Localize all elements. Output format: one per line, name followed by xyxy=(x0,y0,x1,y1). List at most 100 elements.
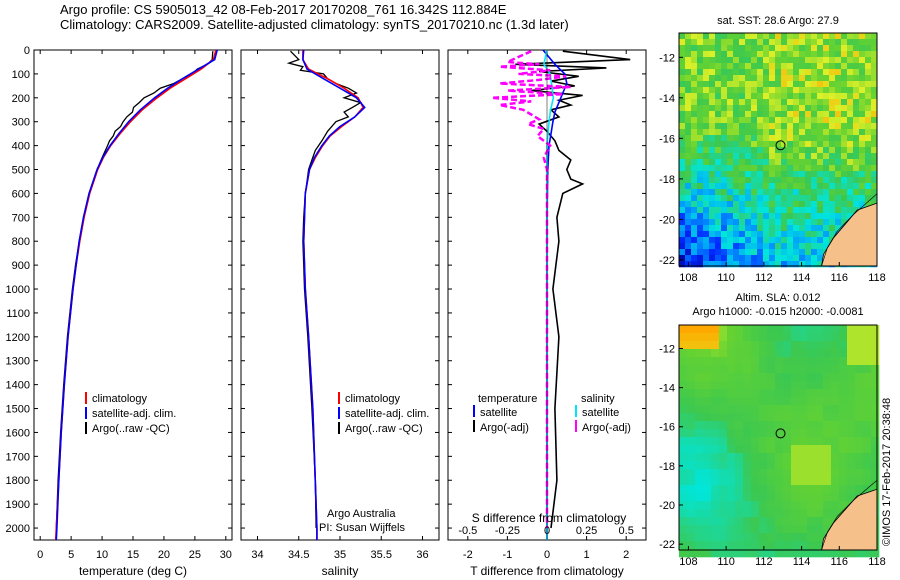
sla-cell xyxy=(695,541,704,550)
sst-cell xyxy=(709,57,716,64)
sst-cell xyxy=(733,201,740,208)
profile-location-marker xyxy=(775,428,786,439)
sst-cell xyxy=(793,261,800,268)
sst-cell xyxy=(679,129,686,136)
sla-cell xyxy=(719,365,728,374)
sst-cell xyxy=(793,225,800,232)
sst-cell xyxy=(715,231,722,238)
sst-cell xyxy=(871,117,878,124)
sst-cell xyxy=(853,33,860,40)
sst-cell xyxy=(859,159,866,166)
sla-cell xyxy=(791,325,800,334)
sla-cell xyxy=(823,445,832,454)
sst-cell xyxy=(745,171,752,178)
sla-cell xyxy=(791,405,800,414)
sst-cell xyxy=(691,129,698,136)
sst-cell xyxy=(721,51,728,58)
sst-cell xyxy=(679,99,686,106)
sla-cell xyxy=(759,413,768,422)
sst-cell xyxy=(721,75,728,82)
sla-cell xyxy=(703,525,712,534)
sla-cell xyxy=(743,501,752,510)
sst-cell xyxy=(733,249,740,256)
sst-cell xyxy=(715,177,722,184)
sla-cell xyxy=(711,341,720,350)
sst-cell xyxy=(859,93,866,100)
lat-tick-label: -16 xyxy=(659,422,675,434)
sst-cell xyxy=(763,261,770,268)
sst-cell xyxy=(871,63,878,70)
sst-cell xyxy=(703,63,710,70)
sst-cell xyxy=(847,123,854,130)
sst-cell xyxy=(715,237,722,244)
sst-cell xyxy=(757,189,764,196)
sst-cell xyxy=(763,69,770,76)
temp-frame xyxy=(33,49,233,541)
sst-cell xyxy=(739,105,746,112)
sst-cell xyxy=(829,189,836,196)
sst-cell xyxy=(871,129,878,136)
sst-cell xyxy=(745,243,752,250)
sla-cell xyxy=(863,365,872,374)
sla-cell xyxy=(695,549,704,558)
sst-cell xyxy=(733,207,740,214)
sst-cell xyxy=(847,141,854,148)
sst-cell xyxy=(691,39,698,46)
sst-cell xyxy=(685,123,692,130)
sst-cell xyxy=(859,117,866,124)
sst-cell xyxy=(763,117,770,124)
sst-cell xyxy=(715,111,722,118)
sst-cell xyxy=(757,33,764,40)
sst-cell xyxy=(775,141,782,148)
sst-cell xyxy=(817,141,824,148)
sst-cell xyxy=(697,69,704,76)
sla-cell xyxy=(727,389,736,398)
sst-cell xyxy=(769,147,776,154)
sst-cell xyxy=(781,87,788,94)
sla-cell xyxy=(871,461,880,470)
legend-salinity-title: salinity xyxy=(581,393,615,405)
sst-cell xyxy=(715,171,722,178)
sla-cell xyxy=(855,477,864,486)
sla-cell xyxy=(855,413,864,422)
sst-cell xyxy=(679,39,686,46)
sla-cell xyxy=(791,445,800,454)
sla-cell xyxy=(815,429,824,438)
sla-cell xyxy=(863,341,872,350)
sst-cell xyxy=(739,189,746,196)
sst-cell xyxy=(811,93,818,100)
sst-cell xyxy=(817,255,824,262)
sst-cell xyxy=(751,153,758,160)
sla-cell xyxy=(791,373,800,382)
sst-cell xyxy=(841,141,848,148)
sst-cell xyxy=(697,87,704,94)
sst-cell xyxy=(805,207,812,214)
sla-cell xyxy=(823,389,832,398)
sla-cell xyxy=(767,341,776,350)
sst-cell xyxy=(829,183,836,190)
sst-cell xyxy=(805,261,812,268)
sst-cell xyxy=(739,87,746,94)
sla-cell xyxy=(687,429,696,438)
sst-cell xyxy=(679,33,686,40)
sst-cell xyxy=(727,105,734,112)
sst-cell xyxy=(793,39,800,46)
sst-cell xyxy=(775,147,782,154)
sst-cell xyxy=(859,105,866,112)
sla-cell xyxy=(687,325,696,334)
sst-cell xyxy=(679,45,686,52)
sla-cell xyxy=(679,525,688,534)
sla-cell xyxy=(703,461,712,470)
sst-cell xyxy=(703,117,710,124)
sst-cell xyxy=(871,123,878,130)
sst-cell xyxy=(859,45,866,52)
sst-cell xyxy=(679,63,686,70)
sst-cell xyxy=(763,63,770,70)
sst-cell xyxy=(817,165,824,172)
sla-cell xyxy=(839,445,848,454)
sst-cell xyxy=(811,105,818,112)
sst-cell xyxy=(775,225,782,232)
sla-cell xyxy=(815,373,824,382)
sst-cell xyxy=(751,33,758,40)
sst-cell xyxy=(709,249,716,256)
